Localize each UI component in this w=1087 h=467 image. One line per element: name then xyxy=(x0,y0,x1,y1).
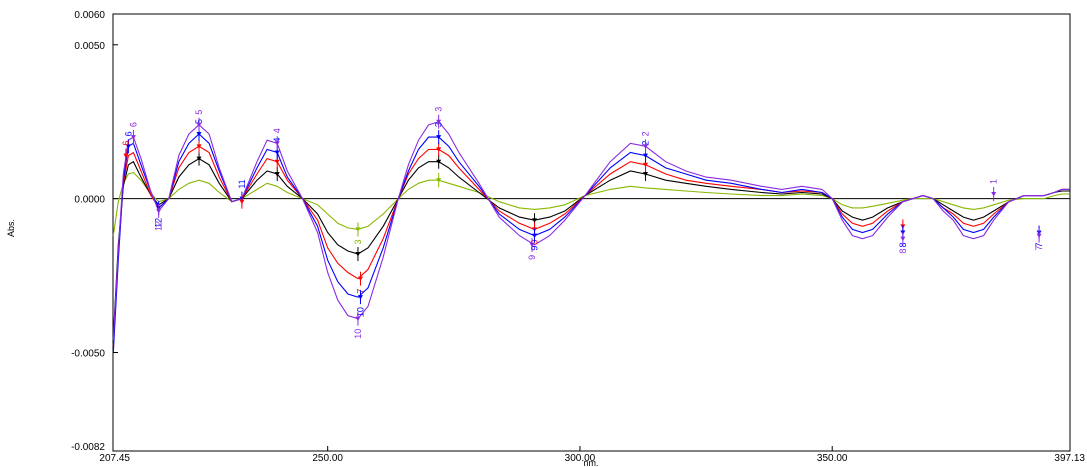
peak-marker-arrow xyxy=(196,122,202,128)
peak-marker: 6 xyxy=(121,141,131,163)
peak-marker-arrow xyxy=(532,218,538,223)
peak-marker-arrow xyxy=(643,153,649,159)
peak-marker: 1 xyxy=(989,179,999,202)
peak-marker xyxy=(436,154,442,169)
peak-marker-arrow xyxy=(355,227,361,232)
peak-marker xyxy=(436,142,442,157)
peak-marker-arrow xyxy=(436,159,442,165)
peak-marker-arrow xyxy=(196,144,202,149)
x-axis: 207.45 250.00 300.00 350.00 397.13 xyxy=(99,446,1085,464)
peak-marker: 2 xyxy=(641,131,651,154)
x-axis-title: nm. xyxy=(583,458,598,467)
peak-marker: 3 xyxy=(353,222,363,244)
peak-marker xyxy=(355,247,361,262)
peak-label: 7 xyxy=(1034,246,1044,251)
peak-marker-arrow xyxy=(532,233,538,239)
peak-label: 4 xyxy=(272,128,282,133)
series-line-4 xyxy=(112,133,1070,353)
peak-marker-arrow xyxy=(196,156,202,162)
peak-marker xyxy=(436,173,442,188)
peak-marker: 7 xyxy=(1034,228,1044,251)
y-tick-label: 0.0050 xyxy=(74,41,105,52)
series-line-2 xyxy=(112,157,1070,338)
peak-label: 9 xyxy=(530,246,540,251)
peak-marker-arrow xyxy=(274,159,280,165)
peak-label: 8 xyxy=(898,249,908,254)
peak-marker-arrow xyxy=(357,276,363,282)
peak-marker-arrow xyxy=(355,252,361,257)
y-axis: 0.0060 0.0050 0.0000 -0.0050 -0.0082 xyxy=(71,10,118,453)
peak-marker-arrow xyxy=(900,236,906,242)
peak-label: 7 xyxy=(1034,243,1044,248)
peak-marker-arrow xyxy=(529,242,535,248)
y-axis-title: Abs. xyxy=(6,219,16,237)
peak-marker-arrow xyxy=(130,135,136,140)
peak-marker-arrow xyxy=(643,172,649,177)
series-line-3 xyxy=(112,145,1070,347)
peak-marker-arrow xyxy=(125,144,131,149)
series-layer xyxy=(112,121,1070,353)
peak-marker: 9 xyxy=(527,237,537,260)
peak-marker-arrow xyxy=(123,153,129,159)
peak-marker-arrow xyxy=(239,199,245,205)
x-tick-label: 207.45 xyxy=(99,453,130,464)
series-line-1 xyxy=(112,171,1070,236)
peak-label: 12 xyxy=(154,221,164,231)
peak-marker-arrow xyxy=(274,141,280,146)
peak-marker: 9 xyxy=(530,228,540,251)
y-tick-label: -0.0050 xyxy=(71,349,105,360)
plot-frame xyxy=(112,13,1071,452)
peak-label: 5 xyxy=(194,110,204,115)
peak-markers: 6661212551144371010339992288177 xyxy=(121,107,1044,339)
peak-marker: 8 xyxy=(898,231,908,254)
peak-label: 1 xyxy=(989,179,999,184)
peak-marker-arrow xyxy=(436,135,442,140)
x-tick-label: 350.00 xyxy=(817,453,848,464)
peak-marker: 10 xyxy=(353,311,363,339)
peak-marker-arrow xyxy=(196,132,202,137)
x-tick-label: 397.13 xyxy=(1054,453,1085,464)
peak-marker-arrow xyxy=(274,150,280,155)
peak-label: 12 xyxy=(154,218,164,228)
x-tick-label: 300.00 xyxy=(565,453,596,464)
peak-label: 2 xyxy=(641,131,651,136)
peak-marker-arrow xyxy=(436,178,442,183)
peak-label: 3 xyxy=(434,107,444,112)
peak-label: 6 xyxy=(123,131,133,136)
peak-marker: 5 xyxy=(194,110,204,132)
peak-marker: 10 xyxy=(355,290,365,317)
peak-label: 6 xyxy=(121,141,131,146)
peak-marker-arrow xyxy=(156,208,162,214)
peak-marker-arrow xyxy=(355,316,361,322)
peak-marker-arrow xyxy=(643,162,649,168)
y-tick-label: 0.0000 xyxy=(74,195,105,206)
peak-marker-arrow xyxy=(274,172,280,177)
peak-marker xyxy=(196,139,202,154)
peak-label: 9 xyxy=(527,255,537,260)
peak-label: 10 xyxy=(355,307,365,317)
peak-label: 3 xyxy=(353,239,363,244)
y-tick-label: 0.0060 xyxy=(74,10,105,21)
y-tick-label: -0.0082 xyxy=(71,442,105,453)
peak-label: 11 xyxy=(237,179,247,188)
peak-marker-arrow xyxy=(436,147,442,152)
peak-marker-arrow xyxy=(357,295,363,300)
peak-marker-arrow xyxy=(643,144,649,149)
peak-marker: 6 xyxy=(128,122,138,145)
peak-marker: 3 xyxy=(434,107,444,129)
peak-marker xyxy=(274,167,280,182)
peak-label: 10 xyxy=(353,329,363,339)
peak-marker-arrow xyxy=(1036,233,1042,239)
peak-marker: 12 xyxy=(154,203,164,231)
peak-marker: 6 xyxy=(123,131,133,154)
peak-marker xyxy=(196,151,202,166)
peak-marker xyxy=(239,194,245,209)
peak-label: 6 xyxy=(128,122,138,127)
peak-marker-arrow xyxy=(436,119,442,125)
series-line-5 xyxy=(112,121,1070,341)
x-tick-label: 250.00 xyxy=(312,453,343,464)
peak-marker: 4 xyxy=(272,128,282,151)
peak-marker-arrow xyxy=(991,192,997,197)
